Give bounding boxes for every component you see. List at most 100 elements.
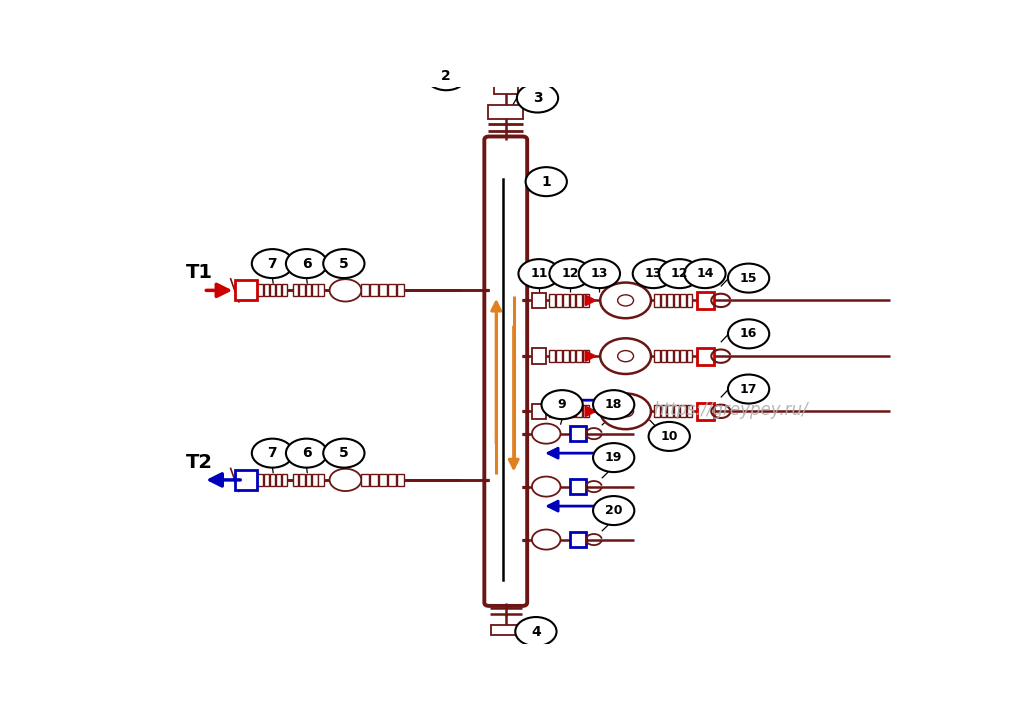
Circle shape bbox=[324, 249, 365, 278]
Circle shape bbox=[600, 282, 651, 319]
Text: 14: 14 bbox=[696, 267, 714, 280]
Bar bbox=[680, 405, 686, 418]
Bar bbox=[583, 405, 589, 418]
Text: 7: 7 bbox=[267, 256, 278, 271]
Bar bbox=[371, 473, 378, 486]
Bar bbox=[488, 105, 523, 119]
Circle shape bbox=[728, 319, 769, 348]
Text: 3: 3 bbox=[532, 91, 543, 105]
Bar bbox=[550, 294, 555, 306]
Bar bbox=[550, 350, 555, 362]
Circle shape bbox=[593, 390, 634, 419]
Bar bbox=[667, 294, 673, 306]
Bar bbox=[660, 405, 667, 418]
Circle shape bbox=[531, 529, 560, 550]
Bar bbox=[318, 473, 324, 486]
Bar bbox=[306, 285, 311, 297]
Bar bbox=[583, 294, 589, 306]
Bar bbox=[318, 285, 324, 297]
Bar bbox=[492, 625, 520, 635]
Circle shape bbox=[252, 439, 293, 468]
Text: 5: 5 bbox=[339, 446, 349, 460]
Bar bbox=[550, 405, 555, 418]
Circle shape bbox=[684, 259, 726, 288]
Bar bbox=[556, 294, 562, 306]
Text: T2: T2 bbox=[186, 452, 213, 471]
Bar bbox=[697, 348, 715, 364]
Bar bbox=[686, 405, 692, 418]
Bar bbox=[556, 405, 562, 418]
Text: 18: 18 bbox=[605, 398, 623, 411]
Bar bbox=[563, 350, 568, 362]
Circle shape bbox=[426, 62, 467, 90]
Bar bbox=[275, 473, 282, 486]
Text: 2: 2 bbox=[441, 69, 452, 83]
Circle shape bbox=[728, 374, 769, 403]
Circle shape bbox=[525, 167, 567, 196]
Text: 5: 5 bbox=[339, 256, 349, 271]
Bar bbox=[263, 285, 269, 297]
Bar bbox=[569, 405, 575, 418]
Text: 12: 12 bbox=[561, 267, 579, 280]
Text: 12: 12 bbox=[671, 267, 688, 280]
Bar bbox=[371, 285, 378, 297]
Circle shape bbox=[517, 83, 558, 112]
Text: 9: 9 bbox=[558, 398, 566, 411]
Circle shape bbox=[658, 259, 700, 288]
Circle shape bbox=[593, 496, 634, 525]
Bar bbox=[293, 285, 298, 297]
Circle shape bbox=[286, 439, 328, 468]
Bar bbox=[563, 294, 568, 306]
Bar bbox=[494, 72, 518, 93]
Circle shape bbox=[518, 259, 560, 288]
Text: 13: 13 bbox=[645, 267, 663, 280]
Bar bbox=[570, 479, 586, 494]
Bar bbox=[654, 405, 659, 418]
FancyBboxPatch shape bbox=[484, 137, 527, 606]
Circle shape bbox=[579, 259, 621, 288]
Bar bbox=[275, 285, 282, 297]
Bar bbox=[654, 294, 659, 306]
Text: 20: 20 bbox=[605, 504, 623, 517]
Bar bbox=[667, 350, 673, 362]
Bar bbox=[686, 350, 692, 362]
Circle shape bbox=[648, 422, 690, 451]
Circle shape bbox=[286, 249, 328, 278]
Bar bbox=[686, 294, 692, 306]
Bar bbox=[697, 403, 715, 420]
Bar bbox=[263, 473, 269, 486]
Text: 15: 15 bbox=[740, 272, 758, 285]
Bar bbox=[397, 285, 404, 297]
Bar bbox=[236, 280, 257, 300]
Text: https://greypey.ru/: https://greypey.ru/ bbox=[653, 401, 809, 419]
Bar bbox=[306, 473, 311, 486]
Bar bbox=[654, 350, 659, 362]
Circle shape bbox=[531, 476, 560, 497]
Bar bbox=[361, 473, 369, 486]
Bar bbox=[697, 292, 715, 308]
Bar bbox=[674, 294, 679, 306]
Bar bbox=[257, 285, 262, 297]
Circle shape bbox=[252, 249, 293, 278]
Circle shape bbox=[330, 279, 361, 301]
Circle shape bbox=[617, 350, 634, 362]
Circle shape bbox=[728, 264, 769, 292]
Bar bbox=[674, 350, 679, 362]
Text: 11: 11 bbox=[530, 267, 548, 280]
Bar bbox=[257, 473, 262, 486]
Bar bbox=[583, 350, 589, 362]
Bar bbox=[293, 473, 298, 486]
Circle shape bbox=[324, 439, 365, 468]
Bar bbox=[388, 285, 395, 297]
Circle shape bbox=[600, 394, 651, 429]
Bar bbox=[361, 285, 369, 297]
Bar bbox=[397, 473, 404, 486]
Text: 7: 7 bbox=[267, 446, 278, 460]
Bar bbox=[674, 405, 679, 418]
Circle shape bbox=[330, 468, 361, 491]
Bar bbox=[667, 405, 673, 418]
Text: 19: 19 bbox=[605, 451, 623, 464]
Bar bbox=[312, 285, 317, 297]
Bar bbox=[569, 350, 575, 362]
Bar bbox=[312, 473, 317, 486]
